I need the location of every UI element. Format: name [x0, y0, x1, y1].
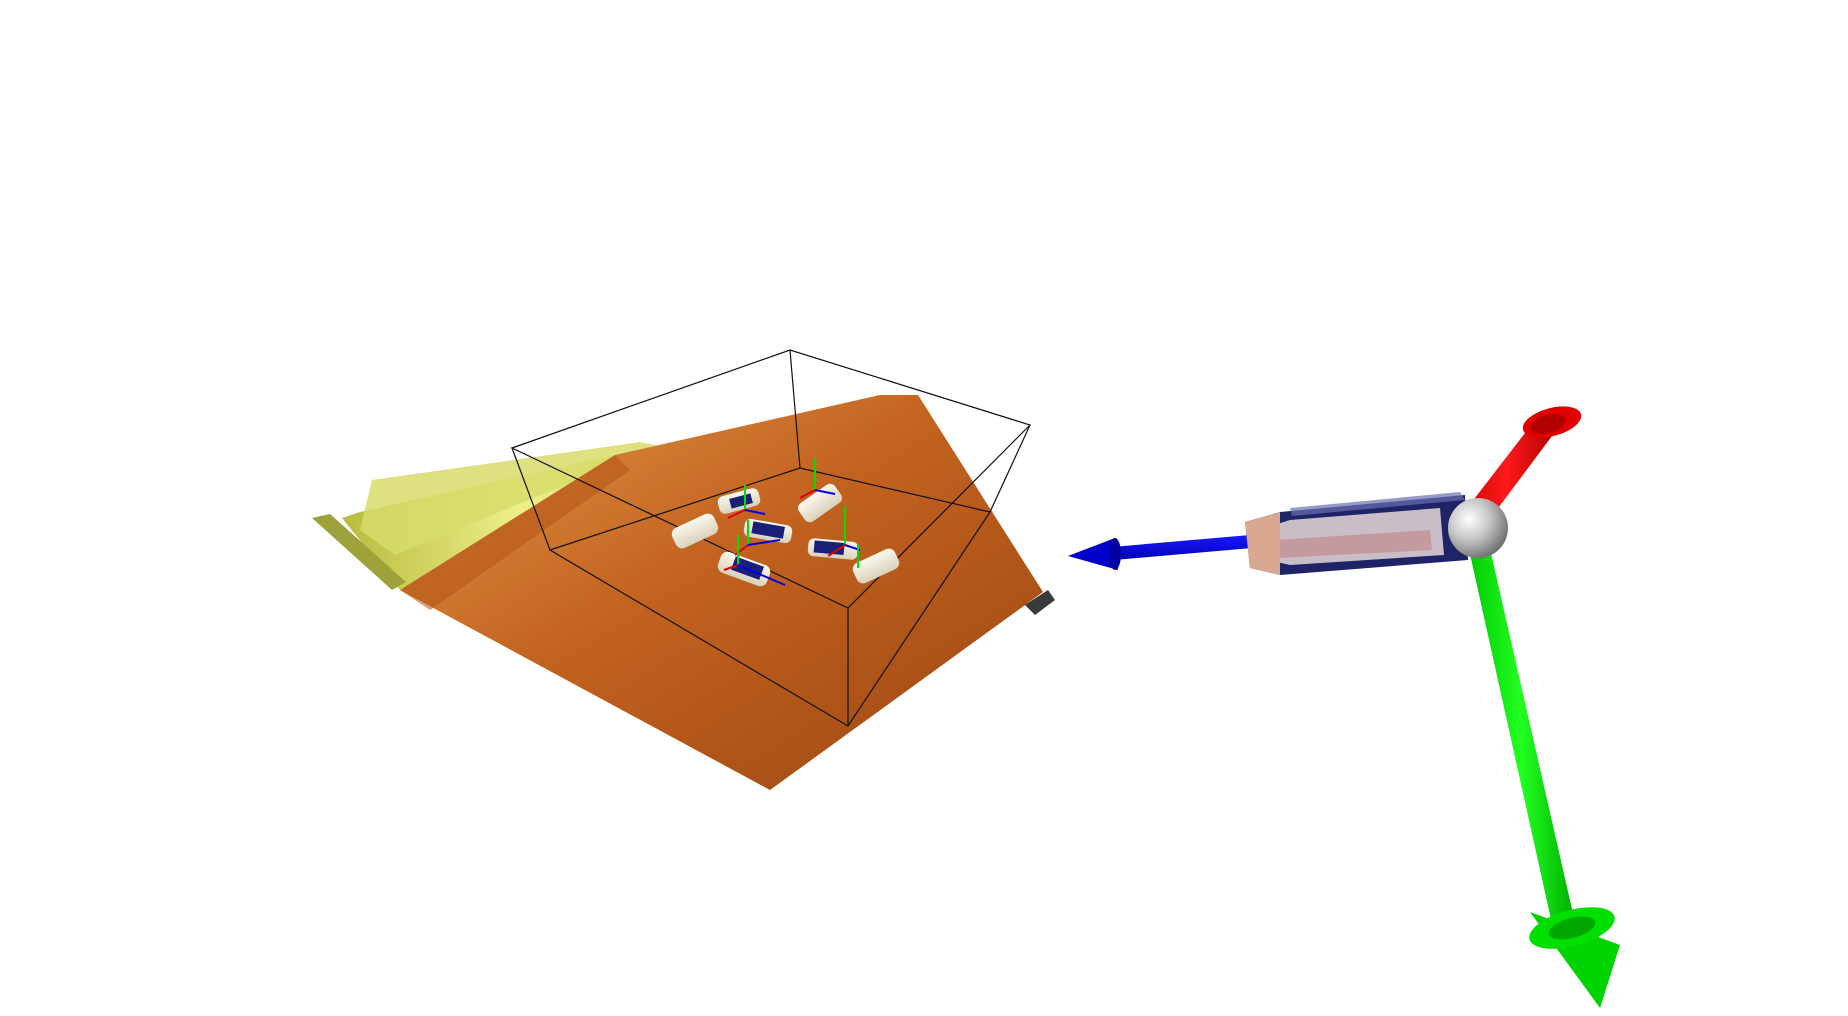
object-tube-6 — [852, 548, 900, 584]
held-object-point-cloud — [1245, 492, 1468, 575]
table-surface — [400, 395, 1043, 790]
scene-objects — [671, 458, 900, 587]
z-axis-arrow — [1068, 535, 1252, 570]
object-tube-1 — [717, 488, 761, 514]
object-tube-3 — [743, 518, 793, 544]
table-edge-ledge — [360, 442, 660, 555]
object-pose-frames — [723, 458, 861, 586]
object-tube-2 — [671, 513, 719, 549]
gripper-frame — [1068, 406, 1620, 1008]
frame-origin-sphere — [1448, 498, 1508, 558]
table-point-cloud — [312, 395, 1055, 790]
y-axis-arrow — [1468, 540, 1620, 1008]
